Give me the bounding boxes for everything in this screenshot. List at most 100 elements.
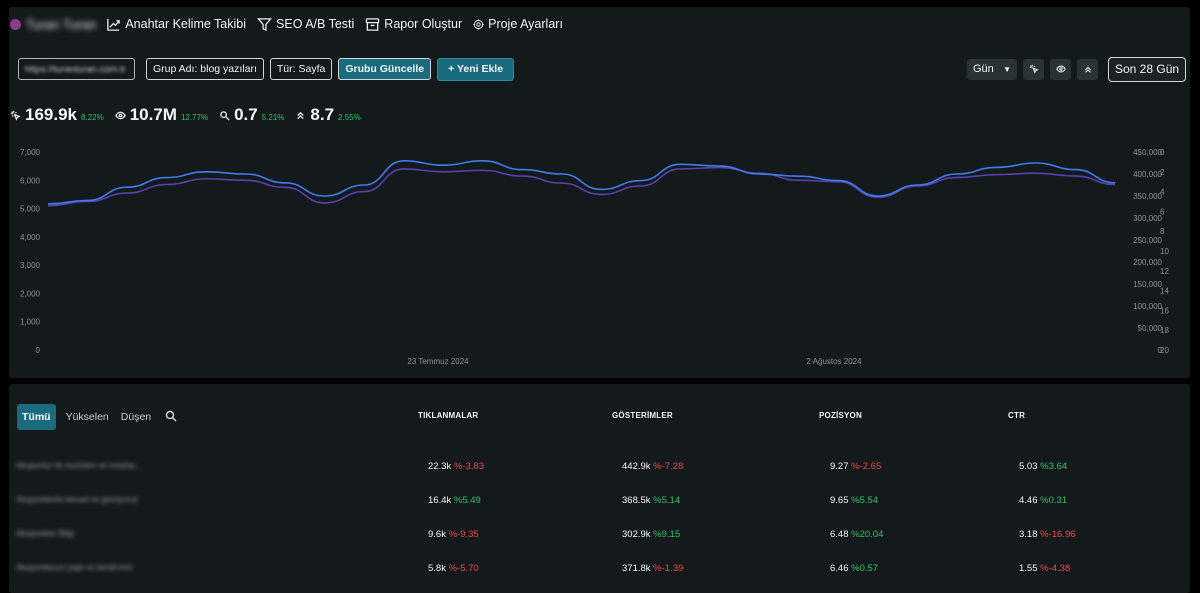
toggle-impressions-button[interactable] xyxy=(1050,58,1071,80)
y-right2-tick: 6 xyxy=(1160,207,1165,216)
project-color-dot xyxy=(10,18,21,30)
header-clicks[interactable]: TIKLANMALAR xyxy=(418,411,479,420)
row-page-name[interactable]: Akupunkturla tanısal ve gücüyoruz xyxy=(16,495,139,504)
search-icon xyxy=(165,410,177,422)
cell-value: 1.55 xyxy=(1019,563,1038,574)
cell-value: 16.4k xyxy=(428,495,452,506)
filter-falling[interactable]: Düşen xyxy=(120,411,152,423)
header-position[interactable]: POZİSYON xyxy=(819,411,862,420)
nav-keyword-tracking[interactable]: Anahtar Kelime Takibi xyxy=(106,17,246,32)
cell-change: %20.04 xyxy=(851,529,884,540)
y-right2-tick: 16 xyxy=(1160,306,1169,315)
cell-change: %-1.39 xyxy=(653,563,684,574)
nav-create-report[interactable]: Rapor Oluştur xyxy=(365,17,462,32)
metric-change: 12.77% xyxy=(180,113,209,122)
x-tick: 2 Ağustos 2024 xyxy=(806,357,862,366)
granularity-value: Gün xyxy=(973,63,994,75)
metric-change: 2.55% xyxy=(338,113,361,122)
type-button[interactable]: Tür: Sayfa xyxy=(269,58,333,80)
table-search-button[interactable] xyxy=(165,410,177,425)
cell-change: %3.64 xyxy=(1040,461,1068,472)
position-icon xyxy=(1084,66,1091,73)
series-line-clicks xyxy=(47,166,1116,207)
y-right2-tick: 8 xyxy=(1160,227,1165,236)
nav-label: Anahtar Kelime Takibi xyxy=(125,17,247,31)
archive-icon xyxy=(366,17,380,31)
metric-value: 0.7 xyxy=(234,105,258,124)
performance-chart: 7,0006,0005,0004,0003,0002,0001,0000450,… xyxy=(20,148,1169,366)
chevron-down-icon: ▼ xyxy=(1003,64,1011,74)
cell-ctr: 1.55 %-4.38 xyxy=(1019,563,1070,574)
cell-value: 6.48 xyxy=(830,529,849,540)
nav-project-settings[interactable]: Proje Ayarları xyxy=(473,17,563,31)
x-tick: 23 Temmuz 2024 xyxy=(407,357,469,366)
update-group-button[interactable]: Grubu Güncelle xyxy=(338,58,432,80)
metric-change: 8.22% xyxy=(81,113,104,122)
cell-value: 5.8k xyxy=(428,563,446,574)
header-ctr[interactable]: CTR xyxy=(1008,411,1026,420)
eye-icon xyxy=(114,111,126,119)
y-right2-tick: 0 xyxy=(1160,148,1165,157)
filter-icon xyxy=(257,17,273,31)
cell-change: %-2.65 xyxy=(851,461,882,472)
cell-value: 5.03 xyxy=(1019,461,1038,472)
toggle-clicks-button[interactable] xyxy=(1023,58,1044,80)
cell-change: %5.54 xyxy=(851,495,879,506)
y-right-tick: 50,000 xyxy=(1138,324,1163,333)
metric-change: 5.21% xyxy=(261,113,285,122)
header-impressions[interactable]: GÖSTERİMLER xyxy=(612,411,673,420)
row-page-name[interactable]: Akupuntur ile mucizevi ve sıradışı... xyxy=(16,461,142,470)
site-url-field[interactable]: https://turanturan.com.tr xyxy=(18,58,135,80)
y-right-tick: 0 xyxy=(1158,346,1163,355)
date-range-button[interactable]: Son 28 Gün xyxy=(1108,56,1187,82)
summary-metrics: 169.9k 8.22% 10.7M 12.77% 0.7 5.21% 8.7 … xyxy=(10,103,372,127)
cell-value: 6.46 xyxy=(830,563,849,574)
table-row[interactable]: Akupunkturla tanısal ve gücüyoruz 16.4k %… xyxy=(0,495,1200,509)
row-filters: Tümü Yükselen Düşen xyxy=(17,404,177,430)
cell-change: %-9.35 xyxy=(448,529,479,540)
toggle-position-button[interactable] xyxy=(1077,58,1098,80)
nav-seo-ab-test[interactable]: SEO A/B Testi xyxy=(257,17,354,32)
y-right2-tick: 4 xyxy=(1160,188,1165,197)
cell-impr: 368.5k %5.14 xyxy=(622,495,680,506)
y-right2-tick: 18 xyxy=(1160,326,1169,335)
cell-value: 4.46 xyxy=(1019,495,1038,506)
nav-label: Proje Ayarları xyxy=(488,17,563,31)
y-left-tick: 3,000 xyxy=(20,261,41,270)
cell-pos: 9.65 %5.54 xyxy=(830,495,878,506)
cell-value: 3.18 xyxy=(1019,529,1038,540)
cell-change: %0.57 xyxy=(851,563,879,574)
granularity-select[interactable]: Gün ▼ xyxy=(967,58,1017,80)
filter-rising[interactable]: Yükselen xyxy=(65,411,109,423)
cell-ctr: 5.03 %3.64 xyxy=(1019,461,1067,472)
gear-icon xyxy=(473,18,484,30)
search-icon xyxy=(220,110,230,121)
cell-pos: 9.27 %-2.65 xyxy=(830,461,881,472)
group-name-button[interactable]: Grup Adı: blog yazıları xyxy=(146,58,264,80)
y-right-tick: 450,000 xyxy=(1133,148,1162,157)
row-page-name[interactable]: Akupunkturun yaşlı ve kendi krizi xyxy=(16,563,133,572)
cell-value: 9.6k xyxy=(428,529,446,540)
top-nav: Turan Turan Anahtar Kelime Takibi SEO A/… xyxy=(10,16,574,32)
cell-change: %5.49 xyxy=(453,495,481,506)
y-right-tick: 100,000 xyxy=(1133,302,1162,311)
filter-all[interactable]: Tümü xyxy=(17,404,56,430)
y-right-tick: 150,000 xyxy=(1133,280,1162,289)
y-right2-tick: 10 xyxy=(1160,247,1169,256)
table-row[interactable]: Akupunkturun yaşlı ve kendi krizi 5.8k %-… xyxy=(0,563,1200,577)
y-right-tick: 250,000 xyxy=(1133,236,1162,245)
y-right2-tick: 12 xyxy=(1160,267,1169,276)
project-name[interactable]: Turan Turan xyxy=(26,16,97,32)
add-new-button[interactable]: + Yeni Ekle xyxy=(437,57,515,81)
row-page-name[interactable]: Akupunktur Bilgi xyxy=(16,529,74,538)
metric-ctr: 0.7 5.21% xyxy=(219,105,284,125)
cell-impr: 371.8k %-1.39 xyxy=(622,563,683,574)
cell-clicks: 22.3k %-3.83 xyxy=(428,461,484,472)
table-row[interactable]: Akupunktur Bilgi 9.6k %-9.35 302.9k %9.15 6… xyxy=(0,529,1200,543)
nav-label: Rapor Oluştur xyxy=(384,17,463,31)
table-row[interactable]: Akupuntur ile mucizevi ve sıradışı... 22.… xyxy=(0,461,1200,475)
y-right2-tick: 20 xyxy=(1160,346,1169,355)
site-url: https://turanturan.com.tr xyxy=(25,63,126,75)
cell-change: %-7.28 xyxy=(653,461,684,472)
cell-value: 9.65 xyxy=(830,495,849,506)
